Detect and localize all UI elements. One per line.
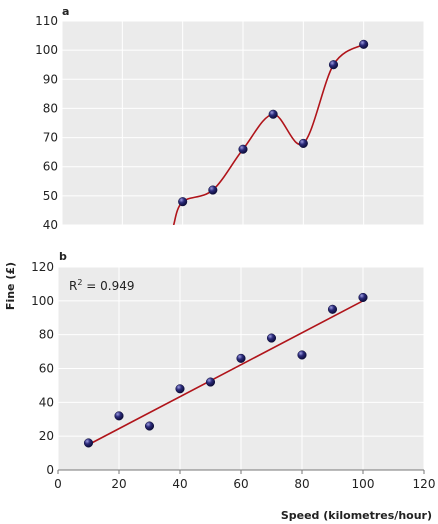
- panel-a-data-point: [359, 39, 369, 49]
- panel-a-data-point: [238, 144, 248, 154]
- panel-b-y-tick-label: 60: [39, 362, 54, 376]
- panel-b-y-tick-label: 80: [39, 328, 54, 342]
- panel-b-plot-layer: 0 20 40 60 80 100 120 0 20 40 60 80 100 120: [31, 260, 435, 491]
- panel-b-x-tick-label: 0: [54, 477, 62, 491]
- panel-b-data-point: [358, 292, 368, 303]
- panel-a-y-tick-label: 40: [43, 218, 58, 232]
- panel-b-data-point: [114, 411, 124, 421]
- panel-a-data-point: [328, 60, 339, 70]
- panel-b-x-tick-label: 20: [111, 477, 126, 491]
- panel-b-regression-line: [88, 300, 364, 446]
- y-axis-title: Fine (£): [4, 262, 17, 310]
- panel-b-data-point: [175, 384, 185, 394]
- panel-a-y-tick-label: 80: [43, 101, 58, 115]
- panel-a-y-tick-label: 60: [43, 160, 58, 174]
- panel-b-data-point: [266, 333, 277, 343]
- panel-a-y-tick-label: 90: [43, 72, 58, 86]
- panel-b-data-point: [327, 304, 338, 314]
- panel-a-y-tick-label: 70: [43, 131, 58, 145]
- panel-a-data-point: [268, 109, 278, 119]
- panel-a-data-point: [178, 197, 188, 207]
- panel-b-y-tick-label: 20: [39, 429, 54, 443]
- x-axis-title: Speed (kilometres/hour): [281, 509, 432, 522]
- panel-b-label: b: [59, 250, 67, 263]
- panel-b-x-tick-label: 100: [352, 477, 375, 491]
- panel-a: 40 50 60 70 80 90 100 110 a: [35, 5, 425, 232]
- r-squared-superscript: 2: [77, 278, 82, 287]
- panel-b-data-point: [144, 421, 155, 431]
- panel-a-y-tick-label: 110: [35, 14, 58, 28]
- panel-b-y-tick-label: 0: [46, 463, 54, 477]
- panel-b-x-tick-label: 40: [172, 477, 187, 491]
- panel-a-y-tick-label: 100: [35, 43, 58, 57]
- panel-a-data-point: [298, 138, 308, 148]
- panel-a-data-point: [208, 185, 218, 195]
- panel-b-data-point: [205, 377, 216, 387]
- panel-b-data-point: [236, 353, 246, 363]
- panel-b: 0 20 40 60 80 100 120 0 20 40 60 80 100 120 b R2 = 0.…: [31, 250, 435, 491]
- panel-a-y-tick-label: 50: [43, 189, 58, 203]
- panel-a-plot-layer: 40 50 60 70 80 90 100 110: [35, 14, 425, 232]
- panel-a-label: a: [62, 5, 69, 18]
- panel-b-data-point: [83, 438, 94, 448]
- panel-b-y-tick-label: 120: [31, 260, 54, 274]
- panel-b-x-tick-label: 60: [233, 477, 248, 491]
- r-squared-annotation: R2 = 0.949: [69, 278, 134, 293]
- r-squared-base: R: [69, 279, 77, 293]
- panel-b-x-tick-label: 120: [413, 477, 436, 491]
- panel-b-y-tick-label: 40: [39, 395, 54, 409]
- panel-b-data-point: [297, 350, 307, 360]
- panel-b-y-tick-label: 100: [31, 294, 54, 308]
- r-squared-value: = 0.949: [82, 279, 134, 293]
- panel-b-x-tick-label: 80: [294, 477, 309, 491]
